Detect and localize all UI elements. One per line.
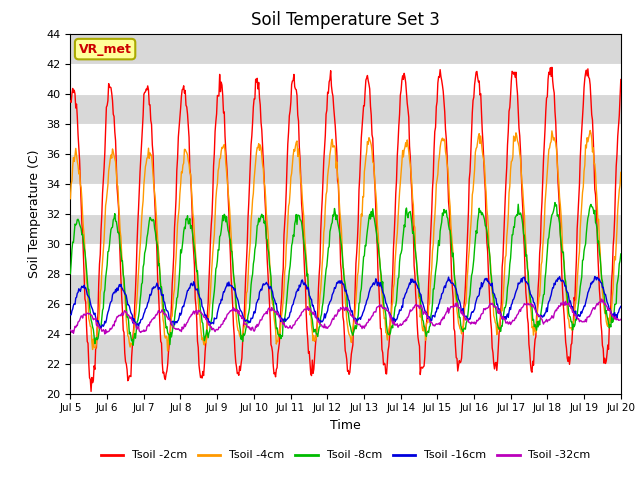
Bar xyxy=(70,123,621,154)
Text: VR_met: VR_met xyxy=(79,43,132,56)
Tsoil -8cm xyxy=(617,251,625,257)
Y-axis label: Soil Temperature (C): Soil Temperature (C) xyxy=(28,149,41,278)
Tsoil -8cm xyxy=(551,200,559,205)
Tsoil -4cm xyxy=(190,216,198,222)
Tsoil -32cm xyxy=(413,303,421,309)
Tsoil -16cm xyxy=(190,279,198,285)
Bar xyxy=(70,214,621,243)
Tsoil -16cm xyxy=(413,283,421,288)
Title: Soil Temperature Set 3: Soil Temperature Set 3 xyxy=(251,11,440,29)
Bar xyxy=(70,183,621,214)
Tsoil -2cm xyxy=(219,93,227,98)
Tsoil -8cm xyxy=(77,224,84,229)
Tsoil -4cm xyxy=(586,128,594,133)
Tsoil -2cm xyxy=(548,64,556,70)
Tsoil -4cm xyxy=(219,145,227,151)
Tsoil -32cm xyxy=(617,316,625,322)
Tsoil -16cm xyxy=(67,312,74,318)
Tsoil -8cm xyxy=(190,239,198,244)
Tsoil -2cm xyxy=(429,174,437,180)
Tsoil -32cm xyxy=(190,308,198,314)
Tsoil -4cm xyxy=(67,196,74,202)
Tsoil -32cm xyxy=(67,327,74,333)
Tsoil -32cm xyxy=(101,331,109,337)
Bar xyxy=(70,94,621,123)
Tsoil -32cm xyxy=(429,323,437,328)
Bar xyxy=(70,243,621,274)
Line: Tsoil -32cm: Tsoil -32cm xyxy=(70,299,621,334)
Line: Tsoil -8cm: Tsoil -8cm xyxy=(70,203,621,345)
X-axis label: Time: Time xyxy=(330,419,361,432)
Tsoil -2cm xyxy=(67,98,74,104)
Line: Tsoil -16cm: Tsoil -16cm xyxy=(70,276,621,328)
Tsoil -32cm xyxy=(598,296,605,302)
Tsoil -2cm xyxy=(87,388,95,394)
Tsoil -2cm xyxy=(77,178,84,184)
Bar xyxy=(70,34,621,63)
Tsoil -16cm xyxy=(77,288,84,294)
Tsoil -4cm xyxy=(617,169,625,175)
Tsoil -8cm xyxy=(134,318,141,324)
Bar xyxy=(70,154,621,183)
Bar xyxy=(70,63,621,94)
Tsoil -16cm xyxy=(591,274,598,279)
Tsoil -8cm xyxy=(67,271,74,276)
Tsoil -16cm xyxy=(617,303,625,309)
Bar xyxy=(70,274,621,303)
Tsoil -16cm xyxy=(219,292,227,298)
Tsoil -8cm xyxy=(129,342,137,348)
Tsoil -4cm xyxy=(429,241,437,247)
Tsoil -32cm xyxy=(77,315,84,321)
Tsoil -4cm xyxy=(77,182,84,188)
Tsoil -2cm xyxy=(190,250,198,255)
Tsoil -8cm xyxy=(429,286,437,292)
Tsoil -4cm xyxy=(133,296,141,302)
Tsoil -32cm xyxy=(134,324,141,330)
Bar xyxy=(70,334,621,364)
Tsoil -4cm xyxy=(164,348,172,354)
Tsoil -2cm xyxy=(413,321,421,327)
Bar xyxy=(70,303,621,334)
Tsoil -16cm xyxy=(97,325,105,331)
Line: Tsoil -2cm: Tsoil -2cm xyxy=(70,67,621,391)
Legend: Tsoil -2cm, Tsoil -4cm, Tsoil -8cm, Tsoil -16cm, Tsoil -32cm: Tsoil -2cm, Tsoil -4cm, Tsoil -8cm, Tsoi… xyxy=(96,446,595,465)
Tsoil -32cm xyxy=(219,321,227,327)
Tsoil -2cm xyxy=(134,221,141,227)
Tsoil -2cm xyxy=(617,77,625,83)
Bar xyxy=(70,364,621,394)
Tsoil -16cm xyxy=(429,312,437,318)
Tsoil -8cm xyxy=(219,213,227,218)
Tsoil -8cm xyxy=(413,267,421,273)
Line: Tsoil -4cm: Tsoil -4cm xyxy=(70,131,621,351)
Tsoil -16cm xyxy=(134,321,141,327)
Tsoil -4cm xyxy=(413,272,421,277)
